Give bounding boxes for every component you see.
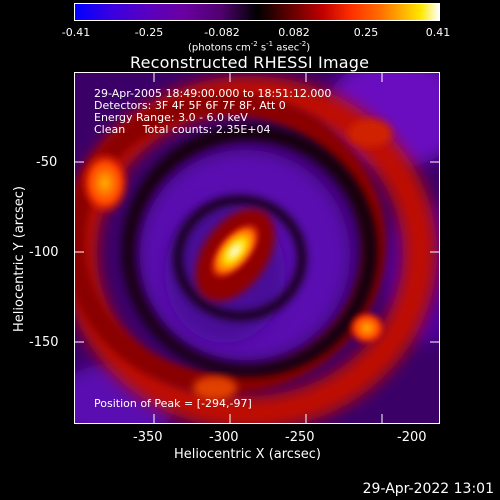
x-axis-label: Heliocentric X (arcsec): [174, 447, 321, 462]
y-axis-label: Heliocentric Y (arcsec): [12, 186, 27, 332]
detectors-label: Detectors: 3F 4F 5F 6F 7F 8F, Att 0: [94, 99, 286, 112]
x-tick-label: -200: [397, 430, 427, 445]
x-tick-label: -300: [209, 430, 239, 445]
ring-bright-spot: [79, 149, 131, 217]
rhessi-image: [75, 73, 439, 423]
y-tick-label: -150: [29, 335, 59, 350]
x-tick-label: -350: [133, 430, 163, 445]
footer-date: 29-Apr-2022 13:01: [362, 481, 494, 497]
colorbar-gradient: [75, 4, 439, 20]
units-exponent: -1: [266, 40, 274, 48]
units-text: ): [306, 42, 311, 54]
peak-position-label: Position of Peak = [-294,-97]: [94, 397, 252, 410]
units-exponent: -2: [299, 40, 307, 48]
ring-bright-spot: [347, 310, 387, 346]
colorbar-tick-label: -0.41: [61, 26, 91, 39]
time-range-label: 29-Apr-2005 18:49:00.000 to 18:51:12.000: [94, 87, 332, 100]
colorbar-tick-label: 0.25: [353, 26, 379, 39]
y-tick-label: -100: [29, 245, 59, 260]
colorbar: [74, 3, 440, 21]
colorbar-tick-label: 0.082: [278, 26, 310, 39]
clean-total-counts-label: Clean Total counts: 2.35E+04: [94, 123, 271, 136]
colorbar-tick-label: 0.41: [425, 26, 451, 39]
image-plot-area: [74, 72, 440, 424]
colorbar-units: (photons cm-2 s-1 asec-2): [188, 40, 310, 53]
units-text: s: [257, 42, 267, 54]
ring-bright-spot: [193, 376, 237, 400]
plot-title: Reconstructed RHESSI Image: [130, 53, 370, 72]
emission-peak: [208, 221, 262, 281]
energy-range-label: Energy Range: 3.0 - 6.0 keV: [94, 111, 248, 124]
units-text: asec: [273, 42, 300, 54]
dark-gap-ring: [122, 125, 378, 377]
y-tick-label: -50: [36, 155, 58, 170]
dark-inner-ring: [173, 195, 307, 321]
colorbar-tick-label: -0.082: [204, 26, 240, 39]
units-text: (photons cm: [188, 42, 251, 54]
x-tick-label: -250: [285, 430, 315, 445]
units-exponent: -2: [250, 40, 258, 48]
ring-bright-spot: [348, 119, 392, 147]
colorbar-tick-label: -0.25: [134, 26, 164, 39]
